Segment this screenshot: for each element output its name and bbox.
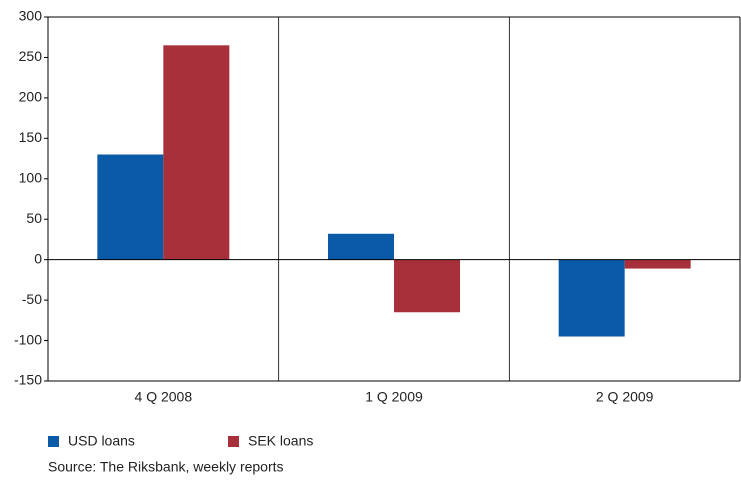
bar (97, 154, 164, 260)
legend-label: USD loans (68, 433, 135, 449)
bar (328, 233, 394, 260)
y-tick-label: 300 (19, 8, 43, 24)
y-tick-label: -150 (14, 372, 42, 388)
bar (394, 259, 460, 313)
bar (163, 45, 230, 260)
legend-label: SEK loans (248, 433, 313, 449)
y-tick-label: 100 (19, 169, 43, 185)
bar (624, 259, 691, 269)
y-tick-label: 250 (19, 48, 43, 64)
y-tick-label: 150 (19, 129, 43, 145)
source-note: Source: The Riksbank, weekly reports (48, 459, 284, 475)
legend-swatch (48, 436, 59, 447)
x-tick-label: 1 Q 2009 (365, 389, 423, 405)
x-tick-label: 4 Q 2008 (135, 389, 193, 405)
legend-swatch (228, 436, 239, 447)
y-tick-label: -100 (14, 331, 42, 347)
y-tick-label: 0 (34, 250, 42, 266)
bar (558, 259, 625, 337)
y-tick-label: -50 (22, 291, 42, 307)
y-tick-label: 200 (19, 89, 43, 105)
y-tick-label: 50 (26, 210, 42, 226)
x-tick-label: 2 Q 2009 (596, 389, 654, 405)
